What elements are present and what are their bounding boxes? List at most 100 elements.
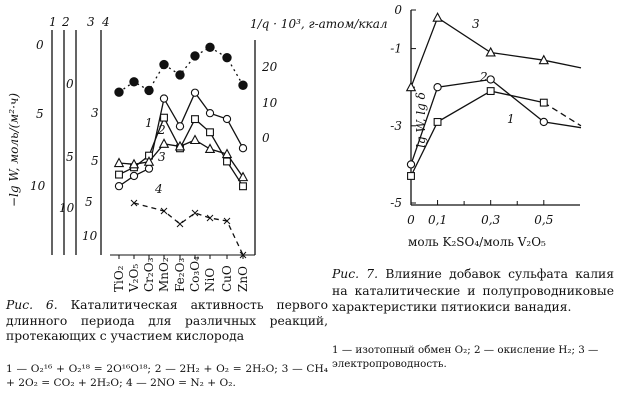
- data-point-2-3: [539, 117, 548, 127]
- figure-7-series: [405, 12, 582, 180]
- data-point-4-7: [223, 217, 231, 225]
- data-point-2-6: [206, 128, 214, 137]
- data-point-1-0: [407, 172, 415, 180]
- data-point-3-3: [538, 54, 550, 65]
- data-point-4-5: [191, 209, 199, 217]
- data-point-2-1: [433, 83, 442, 92]
- category-label: ZnO: [236, 266, 250, 292]
- data-point-2-0: [406, 160, 416, 169]
- y-tick-label: 0: [394, 3, 402, 17]
- data-point-1/q-0: [114, 87, 124, 97]
- figure-7-ticks: 0 -1 -3 -5 0 0,1 0,3 0,5: [390, 3, 553, 227]
- data-point-3-6: [204, 143, 216, 154]
- figure-6-caption-title: Рис. 6.: [6, 298, 58, 312]
- data-point-3-2: [485, 46, 496, 57]
- data-point-3-0: [113, 157, 125, 168]
- series-label-2: 2: [157, 123, 166, 137]
- y-tick-label: -5: [390, 196, 402, 210]
- x-tick-label: 0,5: [534, 213, 553, 227]
- data-point-1/q-2: [144, 85, 154, 96]
- data-point-1-7: [222, 114, 232, 124]
- data-point-2-8: [239, 182, 247, 191]
- scale1-tick-5: 5: [36, 107, 44, 121]
- figure-7: lg W, lg δ 0 -1 -3 -5 0 0,1 0,3 0,5 моль K₂SO₄/…: [390, 3, 582, 249]
- data-point-3-7: [221, 148, 233, 159]
- figure-6-series: [113, 42, 249, 259]
- category-label: MnO₂: [157, 257, 171, 292]
- data-point-1/q-3: [159, 59, 169, 70]
- scale-number-4: 4: [101, 15, 110, 29]
- data-point-2-2: [486, 75, 495, 84]
- scale-number-2: 2: [61, 15, 70, 29]
- figure-7-caption: Рис. 7. Влияние добавок сульфата калия н…: [332, 266, 614, 316]
- figure-7-caption-title: Рис. 7.: [332, 267, 379, 281]
- right-tick-10: 10: [262, 96, 278, 110]
- data-point-1-1: [129, 171, 139, 181]
- series-label-3: 3: [158, 150, 166, 164]
- y-tick-label: -1: [390, 42, 402, 56]
- data-point-1/q-6: [205, 42, 215, 52]
- data-point-3-2: [143, 156, 155, 166]
- figure-6-reactions: 1 — O₂¹⁶ + O₂¹⁸ = 2O¹⁶O¹⁸; 2 — 2H₂ + O₂ …: [6, 363, 328, 389]
- data-point-3-8: [237, 171, 249, 182]
- data-point-1/q-5: [190, 51, 200, 61]
- category-label: CuO: [220, 265, 234, 292]
- scale-number-3: 3: [87, 15, 95, 29]
- series-label-1: 1: [145, 116, 153, 130]
- data-point-3-1: [128, 158, 140, 169]
- category-label: Cr₂O₃: [142, 257, 156, 292]
- series-label-4: 4: [154, 182, 163, 196]
- x-tick-label: 0: [407, 213, 415, 227]
- right-tick-0: 0: [262, 131, 270, 145]
- left-axis-label: −lg W, моль/(м²·ч): [7, 93, 21, 207]
- figure-7-caption-text: Влияние добавок сульфата калия на катали…: [332, 267, 614, 314]
- data-point-3-0: [405, 81, 417, 92]
- scale2-tick-0: 0: [66, 77, 74, 91]
- series-line-1: [410, 90, 544, 177]
- category-label: V₂O₅: [127, 264, 141, 293]
- data-point-1-3: [159, 94, 169, 103]
- x-axis-label: моль K₂SO₄/моль V₂O₅: [408, 235, 546, 249]
- data-point-1/q-8: [238, 80, 248, 90]
- figure-6-categories: TiO₂ V₂O₅ Cr₂O₃ MnO₂ Fe₂O₃ Co₃O₄ NiO CuO ZnO: [112, 255, 250, 293]
- data-point-1-8: [238, 144, 248, 153]
- scale4-tick-5: 5: [85, 195, 93, 209]
- data-point-1-6: [205, 109, 215, 118]
- figure-7-legend: 1 — изотопный обмен O₂; 2 — окисление H₂…: [332, 344, 599, 370]
- data-point-2-3: [160, 113, 168, 122]
- right-axis-label: 1/q · 10³, г-атом/ккал: [250, 17, 388, 31]
- data-point-1-5: [190, 88, 200, 97]
- series-line-1-dashed: [543, 102, 582, 127]
- data-point-1-2: [486, 87, 495, 96]
- figure-6-caption-text: Каталитическая активность первого длинно…: [6, 298, 328, 344]
- x-tick-label: 0,3: [481, 213, 500, 227]
- data-point-4-1: [130, 199, 138, 207]
- scale3-tick-5: 5: [91, 154, 99, 168]
- series-line-3: [410, 16, 582, 88]
- data-point-4-4: [176, 220, 184, 228]
- category-label: NiO: [203, 268, 217, 292]
- data-point-1-0: [114, 182, 124, 191]
- right-tick-20: 20: [261, 60, 278, 74]
- data-point-2-5: [191, 115, 199, 124]
- series-line-1/q: [118, 46, 244, 93]
- scale2-tick-10: 10: [59, 201, 75, 215]
- data-point-4-3: [160, 207, 168, 215]
- scale3-tick-3: 3: [91, 106, 99, 120]
- x-tick-label: 0,1: [428, 213, 447, 227]
- scale2-tick-5: 5: [66, 150, 74, 164]
- data-point-1-1: [433, 117, 442, 126]
- y-axis-label: lg W, lg δ: [414, 92, 428, 148]
- series-label-1: 1: [507, 112, 515, 126]
- data-point-1/q-7: [222, 52, 232, 63]
- data-point-1/q-1: [129, 77, 139, 87]
- scale4-tick-10: 10: [82, 229, 98, 243]
- category-label: Fe₂O₃: [173, 258, 187, 292]
- y-tick-label: -3: [390, 119, 402, 133]
- data-point-3-4: [174, 140, 186, 151]
- category-label: Co₃O₄: [188, 256, 202, 292]
- scale1-tick-0: 0: [36, 38, 44, 52]
- data-point-3-1: [432, 12, 443, 22]
- scale1-tick-10: 10: [30, 179, 46, 193]
- series-label-3: 3: [472, 17, 480, 31]
